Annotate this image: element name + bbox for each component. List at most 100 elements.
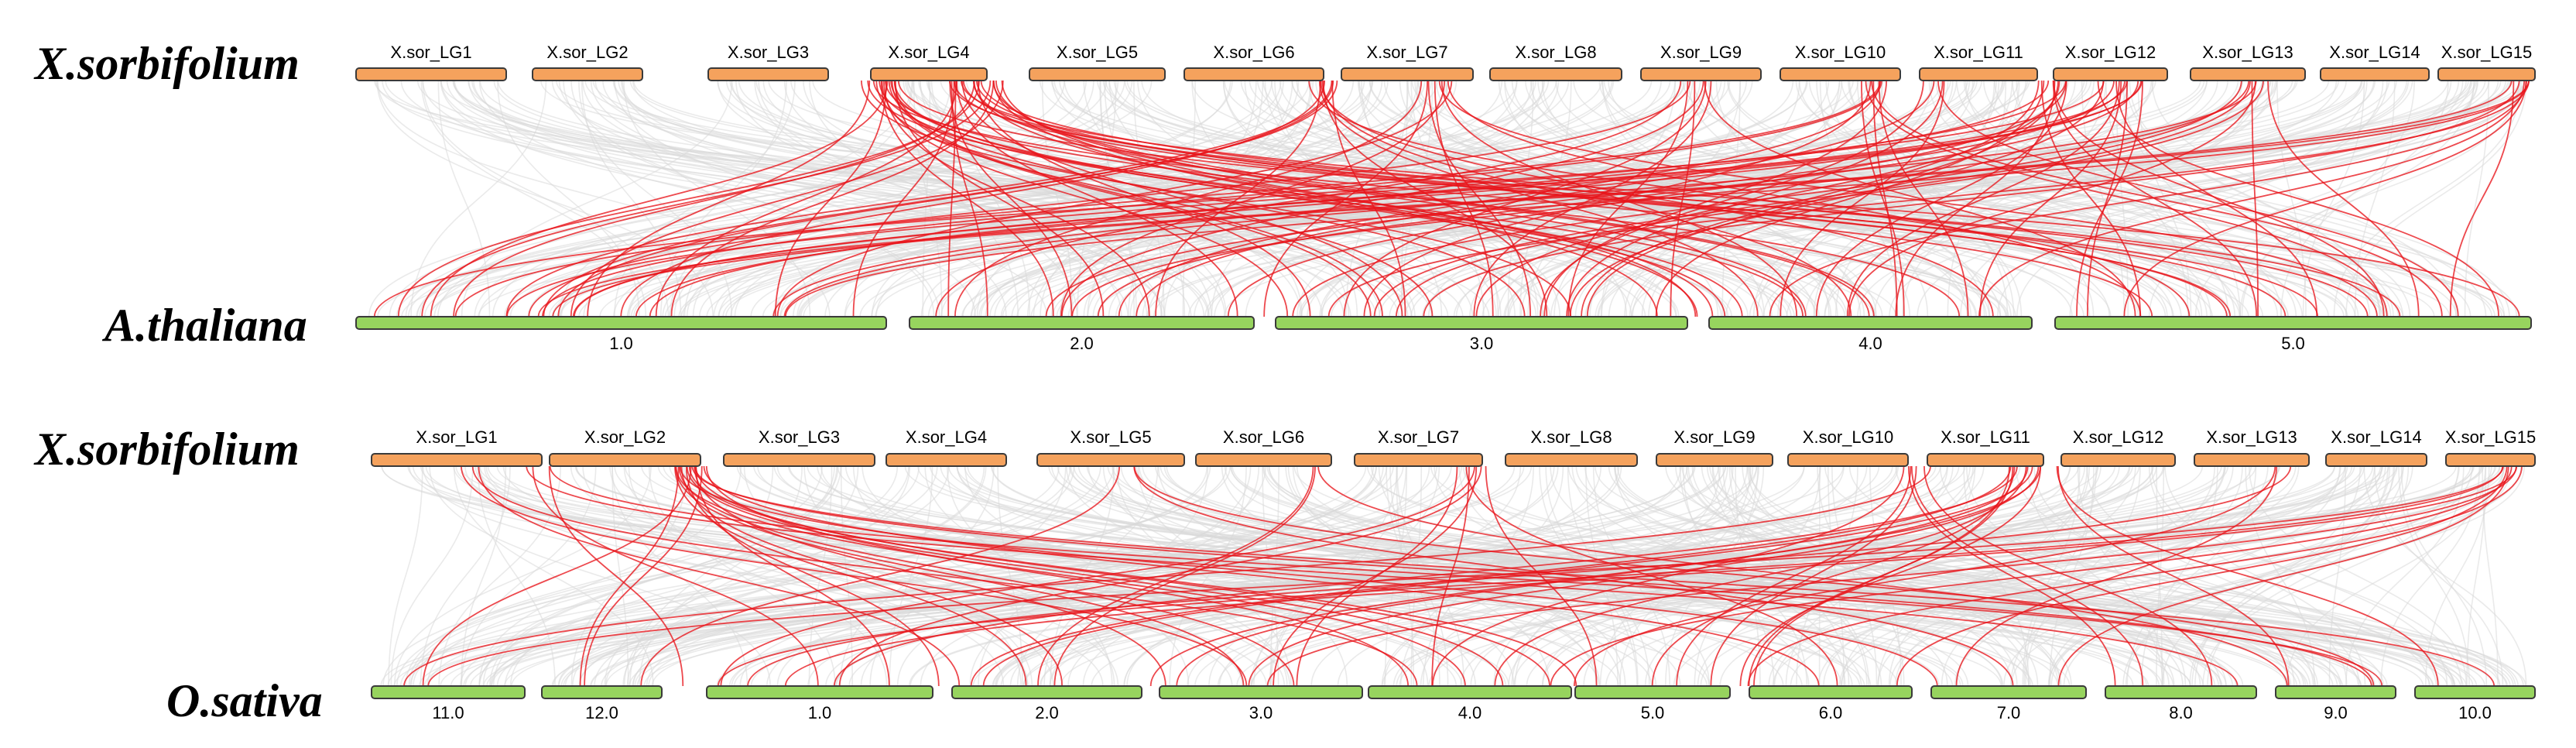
background-link — [623, 465, 1029, 687]
synteny-link — [961, 80, 1403, 317]
background-link — [611, 465, 629, 687]
synteny-link — [1045, 80, 2115, 317]
synteny-link — [552, 80, 2530, 317]
background-link — [2015, 465, 2360, 687]
panel-top: X.sor_LG1 X.sor_LG2 X.sor_LG3 X.sor_LG4 X.so… — [33, 38, 2536, 353]
background-link — [2482, 465, 2499, 687]
synteny-link — [430, 80, 889, 317]
background-link — [1300, 80, 2390, 317]
bottom-chromosome-label: 3.0 — [1470, 334, 1494, 353]
synteny-link — [548, 465, 684, 687]
top-chromosome-bar — [2325, 453, 2427, 467]
background-link — [590, 80, 1163, 317]
synteny-link — [948, 80, 2401, 317]
background-link — [478, 465, 1071, 687]
bottom-chromosomes-bottom: 11.0 12.0 1.0 2.0 3.0 4.0 5.0 6.0 7.0 8.0 9.0 10.0 — [371, 685, 2536, 722]
top-chromosome-bar — [1656, 453, 1773, 467]
background-link — [1709, 465, 2440, 687]
background-link — [1082, 465, 1555, 687]
background-link — [1939, 465, 2314, 687]
background-link — [1116, 465, 1292, 687]
top-chromosome-label: X.sor_LG1 — [390, 43, 471, 62]
bottom-chromosome-label: 6.0 — [1819, 703, 1843, 722]
bottom-chromosomes-top: 1.0 2.0 3.0 4.0 5.0 — [355, 316, 2532, 353]
synteny-link — [1118, 80, 1881, 317]
bottom-chromosome-label: 1.0 — [808, 703, 832, 722]
synteny-link — [954, 80, 1423, 317]
top-chromosome-bar — [886, 453, 1007, 467]
bottom-chromosome-bar — [1749, 685, 1913, 699]
synteny-link — [2057, 465, 2509, 687]
synteny-link — [2076, 80, 2143, 317]
top-chromosome-bar — [1919, 67, 2038, 81]
synteny-link — [1447, 80, 2142, 317]
synteny-link — [772, 80, 2126, 317]
background-link — [1873, 80, 2263, 317]
background-link — [632, 465, 1388, 687]
bottom-chromosome-label: 5.0 — [1641, 703, 1665, 722]
top-chromosome-bar — [1640, 67, 1762, 81]
background-link — [1773, 465, 2226, 687]
top-chromosome-label: X.sor_LG13 — [2202, 43, 2293, 62]
synteny-link — [1861, 80, 1905, 317]
synteny-link — [1670, 80, 1696, 317]
background-link — [558, 80, 913, 317]
synteny-link — [655, 80, 958, 317]
background-link — [560, 465, 2099, 687]
highlight-links-bottom — [403, 465, 2523, 687]
synteny-link — [532, 465, 819, 687]
synteny-link — [960, 80, 2520, 317]
synteny-link — [506, 80, 2067, 317]
top-chromosome-bar — [2060, 453, 2176, 467]
synteny-link — [1133, 465, 2014, 687]
top-chromosome-bar — [723, 453, 875, 467]
synteny-link — [947, 80, 957, 317]
synteny-link — [2053, 80, 2385, 317]
background-link — [681, 465, 1803, 687]
top-chromosome-bar — [1036, 453, 1185, 467]
synteny-link — [2115, 80, 2318, 317]
synteny-link — [955, 80, 1238, 317]
background-link — [844, 465, 1600, 687]
synteny-link — [1540, 80, 1924, 317]
background-link — [678, 80, 2270, 317]
top-chromosome-bar — [1341, 67, 1474, 81]
background-link — [1002, 80, 2449, 317]
synteny-link — [1871, 80, 2443, 317]
top-chromosome-label: X.sor_LG7 — [1378, 427, 1459, 447]
top-chromosome-bar — [1195, 453, 1332, 467]
synteny-link — [1053, 465, 1316, 687]
synteny-link — [1780, 80, 1945, 317]
synteny-link — [1438, 80, 2378, 317]
background-link — [622, 465, 985, 687]
synteny-link — [1566, 80, 1944, 317]
synteny-link — [1955, 465, 2278, 687]
background-link — [2354, 80, 2396, 317]
synteny-link — [949, 80, 1073, 317]
top-chromosome-bar — [371, 453, 543, 467]
background-link — [2077, 465, 2165, 687]
bottom-chromosome-label: 7.0 — [1997, 703, 2021, 722]
synteny-link — [403, 465, 1931, 687]
background-link — [1208, 465, 1602, 687]
synteny-link — [640, 465, 1120, 687]
synteny-link — [1923, 465, 2213, 687]
background-link — [840, 465, 853, 687]
synteny-link — [2123, 80, 2527, 317]
background-link — [2345, 80, 2527, 317]
synteny-link — [542, 80, 1882, 317]
synteny-link — [962, 80, 2287, 317]
background-link — [1711, 465, 1868, 687]
synteny-link — [587, 80, 871, 317]
top-chromosome-label: X.sor_LG3 — [759, 427, 840, 447]
background-link — [461, 80, 733, 317]
synteny-link — [1434, 80, 1494, 317]
background-link — [1880, 80, 2009, 317]
top-chromosome-label: X.sor_LG10 — [1795, 43, 1886, 62]
top-chromosome-label: X.sor_LG12 — [2065, 43, 2156, 62]
bottom-chromosome-label: 9.0 — [2324, 703, 2348, 722]
panel-bottom: X.sor_LG1 X.sor_LG2 X.sor_LG3 X.sor_LG4 X.so… — [33, 424, 2536, 726]
synteny-link — [685, 465, 940, 687]
top-chromosome-label: X.sor_LG5 — [1057, 43, 1138, 62]
top-chromosome-label: X.sor_LG2 — [546, 43, 628, 62]
